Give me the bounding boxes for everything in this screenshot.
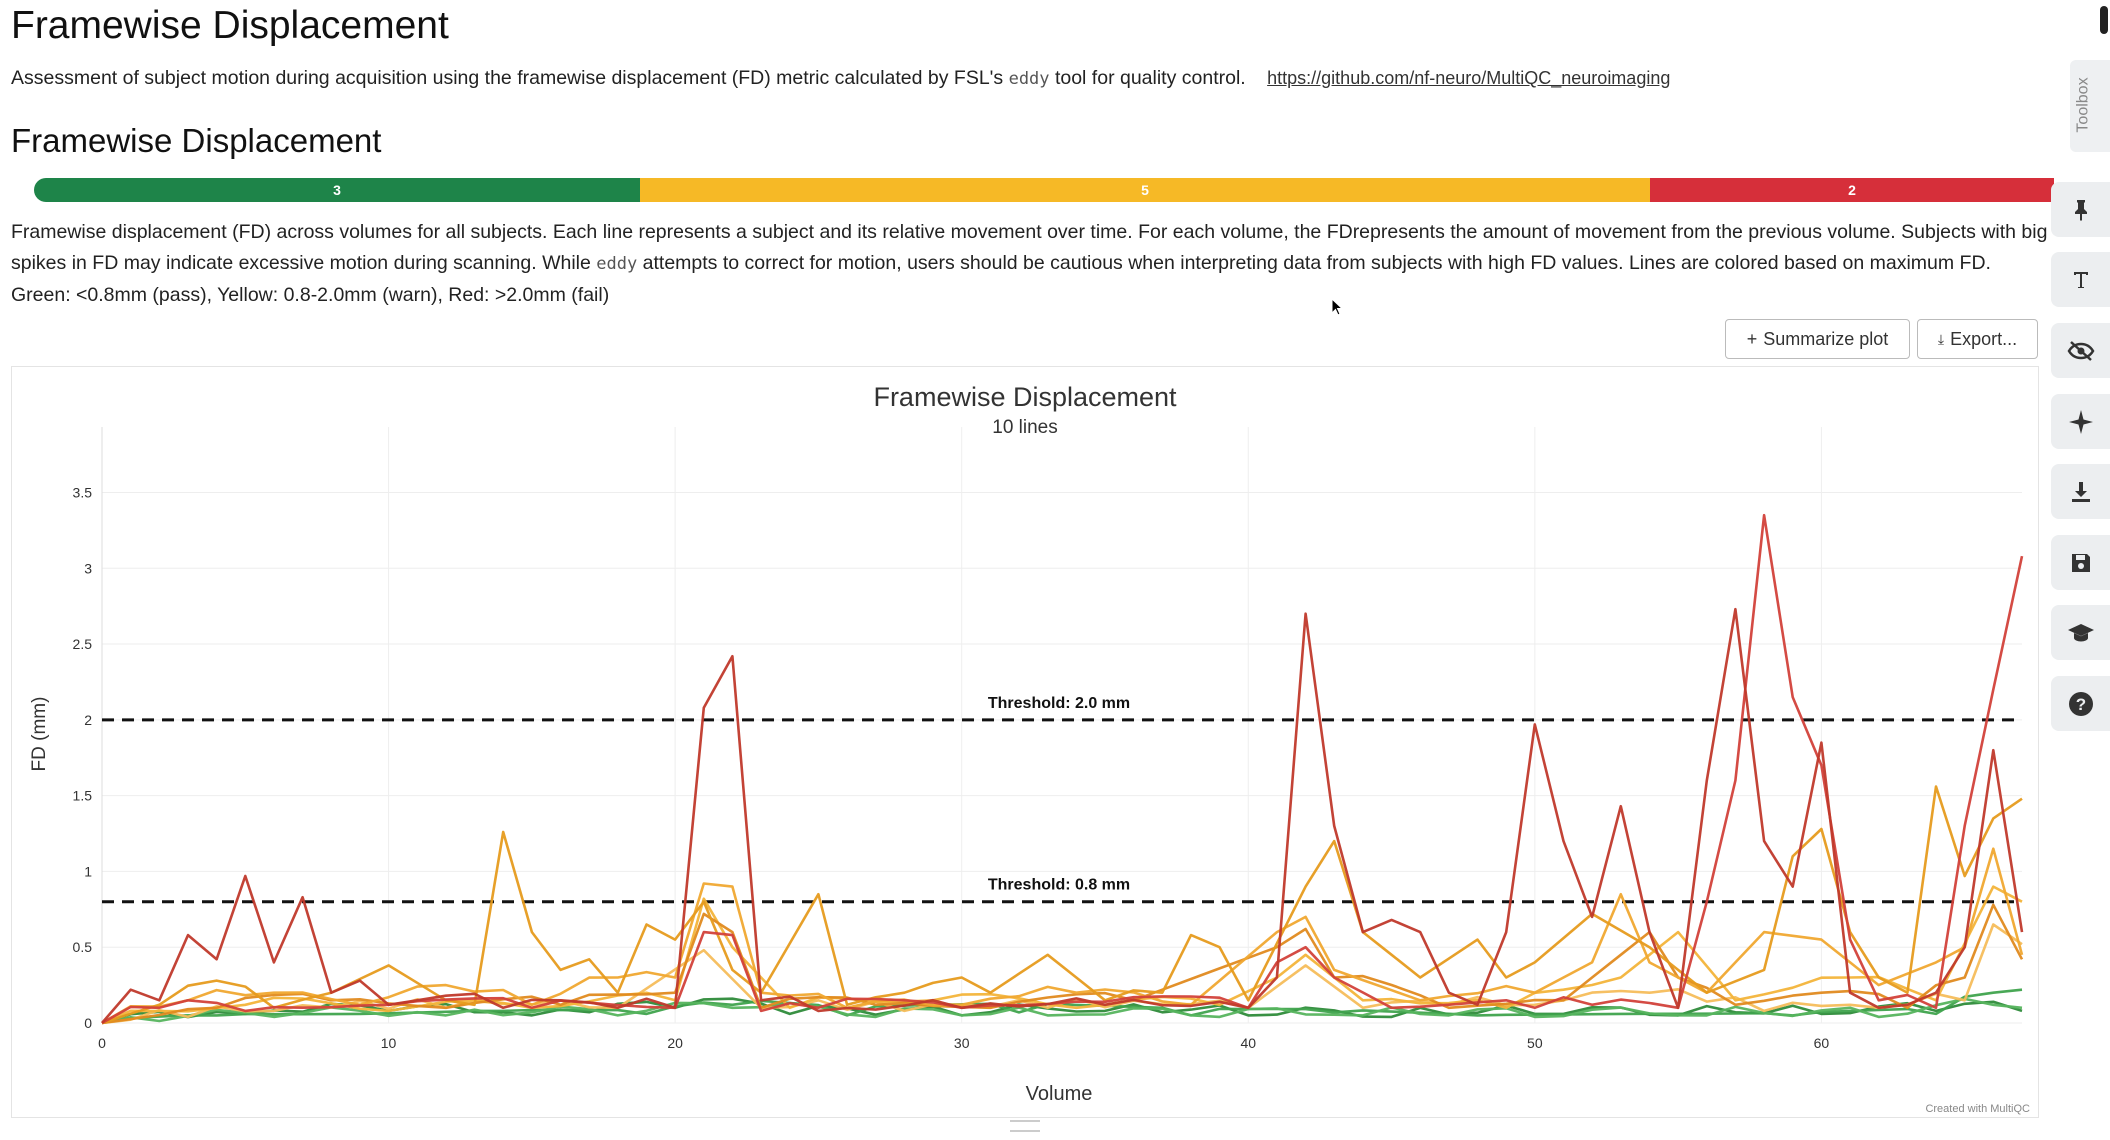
y-tick-label: 3.5 xyxy=(73,484,93,500)
text-icon xyxy=(2073,271,2088,288)
chart-thresholds: Threshold: 2.0 mm Threshold: 0.8 mm xyxy=(102,695,2022,904)
highlight-button[interactable] xyxy=(2051,182,2110,237)
chart-series xyxy=(101,513,2024,1025)
summarize-plot-button[interactable]: + Summarize plot xyxy=(1725,319,1910,359)
intro-text: Assessment of subject motion during acqu… xyxy=(11,67,1670,90)
section-description: Framewise displacement (FD) across volum… xyxy=(11,217,2051,311)
status-pass-segment[interactable]: 3 xyxy=(34,178,640,202)
download-icon: ⤓ xyxy=(1937,330,1945,347)
x-tick-label: 0 xyxy=(98,1035,106,1051)
section-title: Framewise Displacement xyxy=(11,122,382,159)
save-icon xyxy=(2071,553,2090,572)
rename-button[interactable] xyxy=(2051,252,2110,307)
status-fail-segment[interactable]: 2 xyxy=(1650,178,2054,202)
series-line-subject-pass-3 xyxy=(101,997,2023,1025)
fd-line-chart[interactable]: Framewise Displacement 10 lines 0 0.5 1 1.5… xyxy=(12,367,2038,1117)
desc-part-2: attempts to correct for motion, users sh… xyxy=(11,252,1991,306)
series-line-subject-warn-3 xyxy=(101,903,2024,1025)
threshold-label: Threshold: 2.0 mm xyxy=(988,695,1130,712)
download-icon xyxy=(2071,481,2090,502)
y-tick-label: 2 xyxy=(84,712,92,728)
hide-samples-button[interactable] xyxy=(2051,323,2110,378)
series-line-subject-fail-2 xyxy=(101,513,2024,1025)
threshold-label: Threshold: 0.8 mm xyxy=(988,877,1130,894)
tour-button[interactable] xyxy=(2051,605,2110,660)
page-title: Framewise Displacement xyxy=(11,4,449,47)
x-tick-label: 60 xyxy=(1814,1035,1830,1051)
x-tick-label: 20 xyxy=(667,1035,683,1051)
y-tick-label: 3 xyxy=(84,560,92,576)
y-tick-label: 1.5 xyxy=(73,788,93,804)
sparkle-icon xyxy=(2068,409,2093,434)
export-button[interactable]: ⤓ Export... xyxy=(1917,319,2038,359)
toolbox-label: Toolbox xyxy=(2074,77,2092,133)
pin-icon xyxy=(2074,199,2087,221)
y-tick-label: 1 xyxy=(84,863,92,879)
desc-part-1: Framewise displacement (FD) across volum… xyxy=(11,221,2048,274)
plot-resize-handle[interactable] xyxy=(1010,1120,1040,1132)
summarize-label: Summarize plot xyxy=(1763,328,1889,349)
intro-text-before: Assessment of subject motion during acqu… xyxy=(11,67,1004,89)
y-tick-label: 2.5 xyxy=(73,636,93,652)
help-icon: ? xyxy=(2068,691,2093,716)
series-line-subject-warn-1 xyxy=(101,785,2023,1025)
intro-code: eddy xyxy=(1008,69,1050,89)
ai-button[interactable] xyxy=(2051,394,2110,449)
desc-code: eddy xyxy=(596,254,638,274)
plus-icon: + xyxy=(1746,328,1758,349)
github-link[interactable]: https://github.com/nf-neuro/MultiQC_neur… xyxy=(1267,68,1671,88)
svg-text:?: ? xyxy=(2075,695,2085,714)
chart-credit: Created with MultiQC xyxy=(1925,1103,2030,1115)
chart-title: Framewise Displacement xyxy=(873,382,1177,412)
series-line-subject-fail-1 xyxy=(101,607,2024,1024)
chart-grid xyxy=(101,427,2022,1024)
toolbox-tab[interactable]: Toolbox xyxy=(2070,60,2110,152)
export-label: Export... xyxy=(1950,328,2018,349)
chart-subtitle: 10 lines xyxy=(992,417,1058,438)
x-tick-label: 40 xyxy=(1240,1035,1256,1051)
mouse-cursor-icon xyxy=(1331,298,1344,316)
help-button[interactable]: ? xyxy=(2051,676,2110,731)
chart-ticks: 0 0.5 1 1.5 2 2.5 3 3.5 0 10 20 30 40 50 60 xyxy=(73,484,1830,1051)
y-tick-label: 0 xyxy=(84,1015,92,1031)
status-warn-segment[interactable]: 5 xyxy=(640,178,1650,202)
y-tick-label: 0.5 xyxy=(73,939,93,955)
x-tick-label: 10 xyxy=(381,1035,397,1051)
x-tick-label: 50 xyxy=(1527,1035,1543,1051)
y-axis-label: FD (mm) xyxy=(29,697,50,772)
save-settings-button[interactable] xyxy=(2051,535,2110,590)
plot-container: Framewise Displacement 10 lines 0 0.5 1 1.5… xyxy=(11,366,2039,1118)
x-tick-label: 30 xyxy=(954,1035,970,1051)
status-bar: 3 5 2 xyxy=(34,178,2054,202)
x-axis-label: Volume xyxy=(1026,1083,1093,1105)
page-scrollbar[interactable] xyxy=(2100,6,2108,34)
graduation-cap-icon xyxy=(2067,623,2094,641)
intro-text-after: tool for quality control. xyxy=(1054,67,1246,89)
export-plots-button[interactable] xyxy=(2051,464,2110,519)
eye-slash-icon xyxy=(2067,340,2094,361)
